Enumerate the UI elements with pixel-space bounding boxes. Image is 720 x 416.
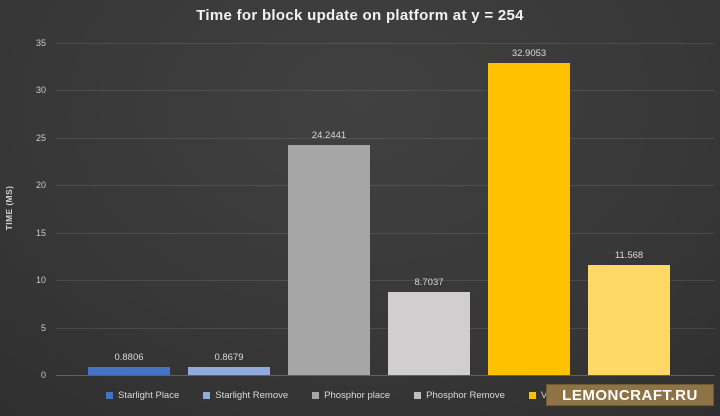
bar-value-label: 11.568 — [614, 250, 644, 262]
gridline-y-0 — [56, 375, 715, 376]
bar-phosphor-remove — [388, 292, 470, 375]
watermark-text: LEMONCRAFT.RU — [562, 386, 698, 404]
gridline-y-5 — [56, 327, 715, 329]
legend-swatch-icon — [528, 392, 536, 399]
bar-series-5 — [588, 265, 670, 375]
bar-value-label: 24.2441 — [311, 130, 347, 142]
gridline-y-20 — [56, 185, 715, 187]
y-tick-label: 15 — [35, 227, 46, 238]
y-tick-label: 25 — [35, 132, 46, 143]
gridline-y-10 — [56, 280, 715, 282]
bar-value-label: 32.9053 — [511, 47, 547, 59]
legend-label: Phosphor Remove — [426, 390, 505, 401]
gridline-y-25 — [56, 137, 715, 139]
gridline-y-30 — [56, 90, 715, 92]
bar-value-label: 0.8806 — [114, 351, 144, 363]
legend-item-phosphor-remove: Phosphor Remove — [414, 390, 505, 401]
bar-value-label: 8.7037 — [414, 277, 444, 289]
watermark-badge: LEMONCRAFT.RU — [546, 384, 714, 406]
legend-item-starlight-remove: Starlight Remove — [203, 390, 288, 401]
bar-vanilla-place — [488, 62, 570, 375]
bar-starlight-place — [88, 366, 170, 375]
gridline-y-15 — [56, 232, 715, 234]
y-tick-label: 0 — [40, 370, 46, 380]
y-tick-label: 20 — [35, 180, 46, 191]
bar-value-label: 0.8679 — [214, 351, 244, 363]
legend-swatch-icon — [203, 392, 211, 399]
y-tick-label: 10 — [35, 275, 46, 286]
gridline-y-35 — [56, 43, 715, 44]
legend-swatch-icon — [106, 392, 113, 399]
legend-label: Starlight Remove — [215, 390, 289, 401]
bar-phosphor-place — [288, 145, 370, 375]
y-tick-label: 5 — [40, 322, 46, 333]
legend-swatch-icon — [414, 392, 422, 399]
y-tick-label: 30 — [35, 85, 46, 96]
legend-label: Starlight Place — [118, 390, 180, 401]
legend-label: Phosphor place — [324, 390, 391, 401]
chart-title: Time for block update on platform at y =… — [196, 7, 524, 24]
bar-starlight-remove — [188, 366, 270, 375]
legend-item-starlight-place: Starlight Place — [106, 390, 179, 401]
legend-swatch-icon — [312, 392, 320, 399]
y-tick-label: 35 — [35, 38, 46, 48]
legend-item-phosphor-place: Phosphor place — [312, 390, 390, 401]
